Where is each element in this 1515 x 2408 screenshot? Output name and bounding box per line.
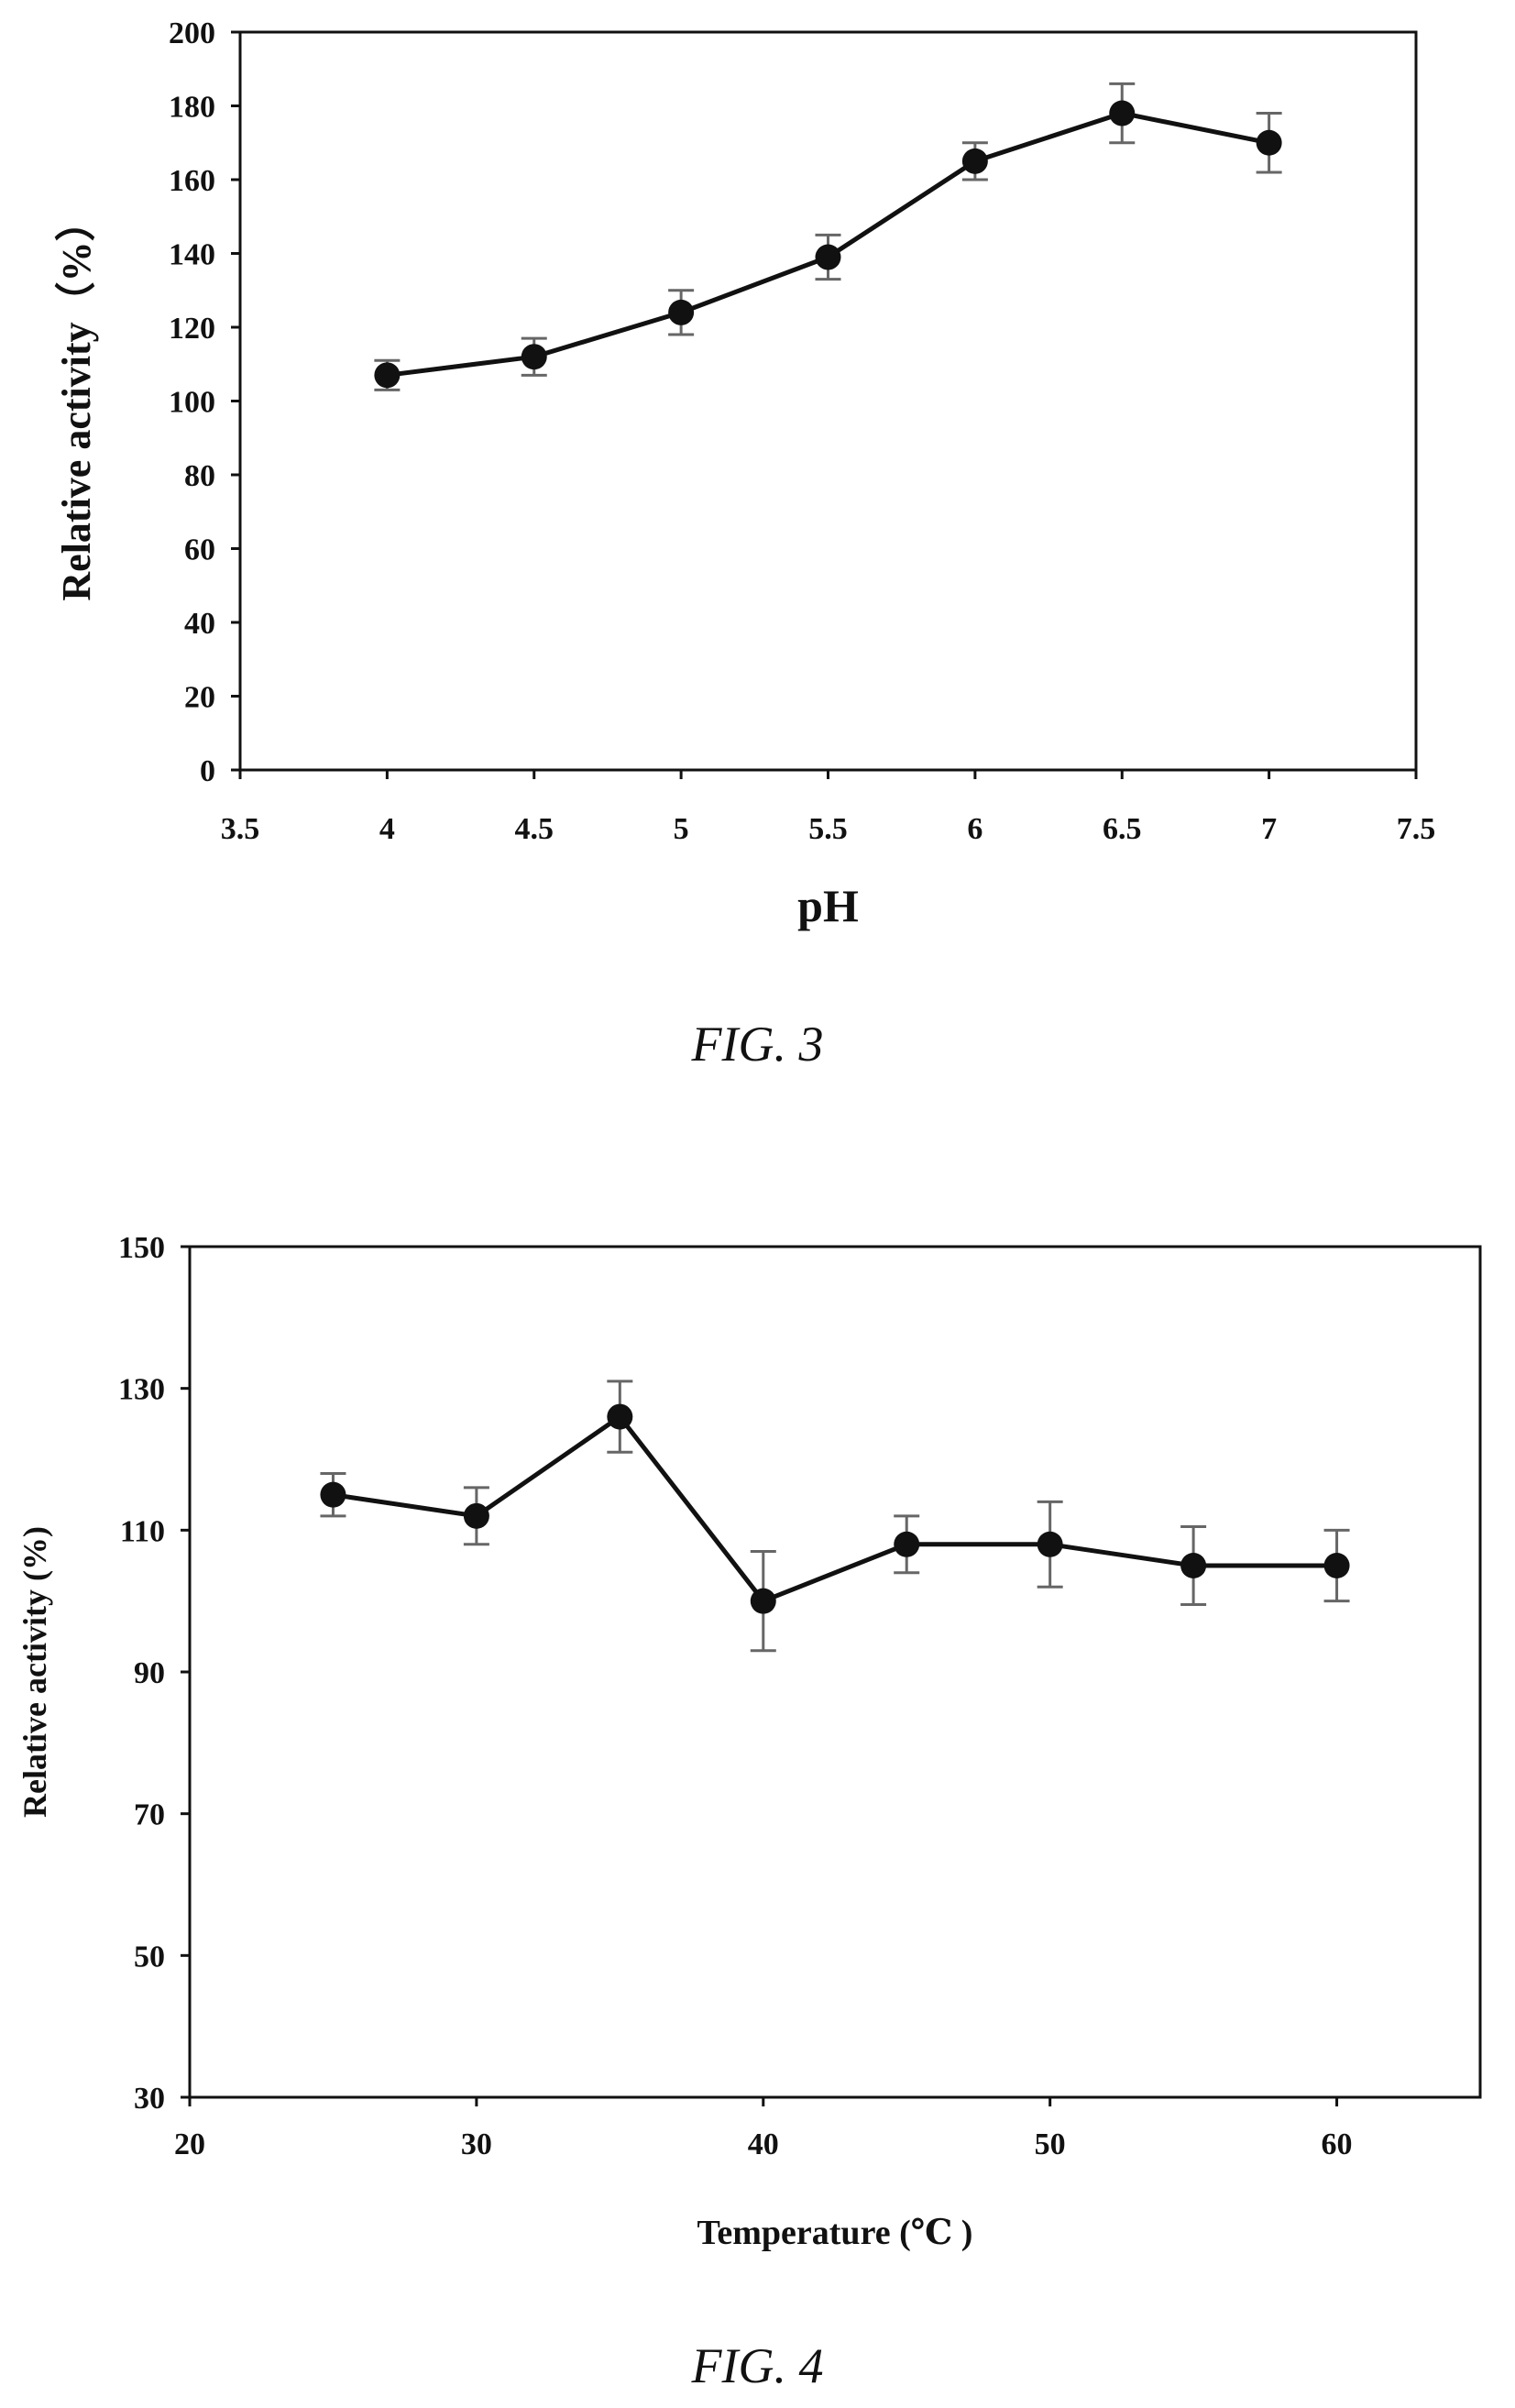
y-tick-label: 130 <box>118 1373 165 1407</box>
y-tick-label: 150 <box>118 1231 165 1265</box>
data-point <box>521 344 547 370</box>
y-axis-ticks: 30 50 70 90 110 130 150 <box>118 1231 190 2116</box>
x-tick-label: 3.5 <box>221 812 260 846</box>
chart-ph-activity: 0 20 40 60 80 100 120 140 160 180 200 3.5 4 4.5 5 5.5 6… <box>54 16 1435 931</box>
y-tick-label: 180 <box>169 91 215 125</box>
y-tick-label: 140 <box>169 238 215 272</box>
data-point <box>1256 129 1282 156</box>
plot-frame <box>238 30 1418 772</box>
data-point <box>607 1403 633 1430</box>
y-tick-label: 90 <box>134 1656 165 1690</box>
x-tick-label: 30 <box>461 2128 492 2161</box>
data-points <box>374 100 1282 389</box>
data-point <box>961 148 988 174</box>
data-point <box>320 1481 346 1508</box>
x-tick-label: 50 <box>1035 2128 1066 2161</box>
figure-caption-4: FIG. 4 <box>691 2338 824 2393</box>
y-tick-label: 120 <box>169 312 215 346</box>
x-tick-label: 6 <box>967 812 983 846</box>
x-tick-label: 4.5 <box>515 812 554 846</box>
y-axis-label: Relative activity (%) <box>16 1526 53 1818</box>
y-tick-label: 80 <box>184 459 215 493</box>
data-point <box>815 244 841 270</box>
data-point <box>1037 1531 1063 1557</box>
y-tick-label: 40 <box>184 607 215 641</box>
x-tick-label: 20 <box>174 2128 205 2161</box>
y-tick-label: 30 <box>134 2082 165 2116</box>
y-tick-label: 100 <box>169 386 215 420</box>
y-axis-label: Relative activity（%） <box>54 201 99 600</box>
plot-frame <box>188 1245 1482 2099</box>
data-point <box>374 362 401 389</box>
y-tick-label: 0 <box>200 754 215 788</box>
chart-temperature-activity: 30 50 70 90 110 130 150 20 30 40 50 60 Temperature… <box>16 1231 1482 2252</box>
y-tick-label: 160 <box>169 164 215 198</box>
x-tick-label: 4 <box>379 812 395 846</box>
x-axis-label: pH <box>797 880 859 931</box>
x-axis-label: Temperature (℃ ) <box>697 2214 973 2252</box>
y-tick-label: 60 <box>184 533 215 567</box>
data-point <box>1323 1553 1350 1578</box>
x-tick-label: 7 <box>1261 812 1277 846</box>
error-bars <box>374 82 1282 391</box>
y-tick-label: 20 <box>184 681 215 715</box>
x-axis-ticks: 20 30 40 50 60 <box>174 2097 1353 2161</box>
y-tick-label: 110 <box>120 1514 165 1548</box>
data-point <box>668 299 695 325</box>
x-tick-label: 5.5 <box>808 812 848 846</box>
x-tick-label: 5 <box>674 812 689 846</box>
data-point <box>750 1588 776 1614</box>
data-point <box>894 1531 920 1557</box>
x-tick-label: 40 <box>748 2128 779 2161</box>
x-axis-ticks: 3.5 4 4.5 5 5.5 6 6.5 7 7.5 <box>221 770 1436 846</box>
x-tick-label: 6.5 <box>1103 812 1142 846</box>
figure-caption-3: FIG. 3 <box>691 1017 824 1072</box>
y-tick-label: 50 <box>134 1940 165 1974</box>
data-point <box>463 1502 489 1529</box>
data-point <box>1180 1553 1207 1578</box>
series-line <box>333 1414 1337 1604</box>
x-tick-label: 7.5 <box>1397 812 1436 846</box>
y-tick-label: 70 <box>134 1798 165 1832</box>
data-points <box>320 1403 1350 1614</box>
data-point <box>1109 100 1136 126</box>
y-axis-ticks: 0 20 40 60 80 100 120 140 160 180 200 <box>169 16 240 788</box>
x-tick-label: 60 <box>1322 2128 1353 2161</box>
y-tick-label: 200 <box>169 16 215 50</box>
